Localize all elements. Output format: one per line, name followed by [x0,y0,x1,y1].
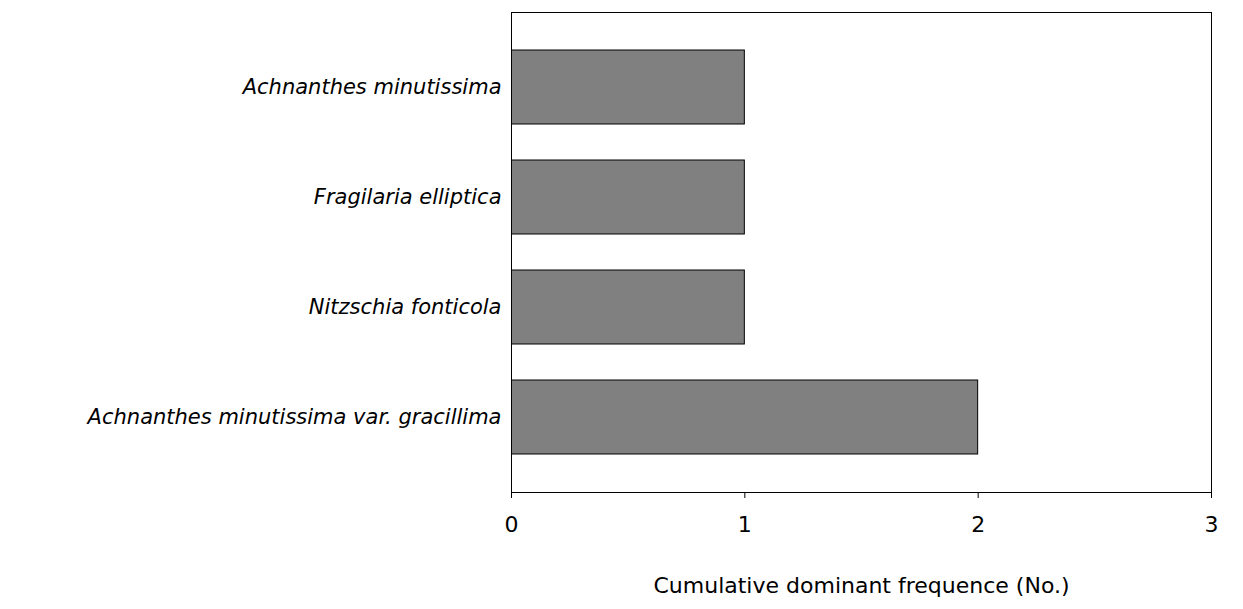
svg-text:Cumulative dominant frequence: Cumulative dominant frequence (No.) [653,573,1069,598]
svg-text:Achnanthes minutissima var. gr: Achnanthes minutissima var. gracillima [86,405,502,429]
svg-text:Fragilaria elliptica: Fragilaria elliptica [314,185,502,209]
svg-text:3: 3 [1205,512,1219,537]
svg-text:Achnanthes minutissima: Achnanthes minutissima [241,75,502,99]
svg-text:1: 1 [738,512,752,537]
svg-text:2: 2 [971,512,985,537]
svg-text:Nitzschia fonticola: Nitzschia fonticola [309,295,502,319]
svg-text:0: 0 [505,512,519,537]
